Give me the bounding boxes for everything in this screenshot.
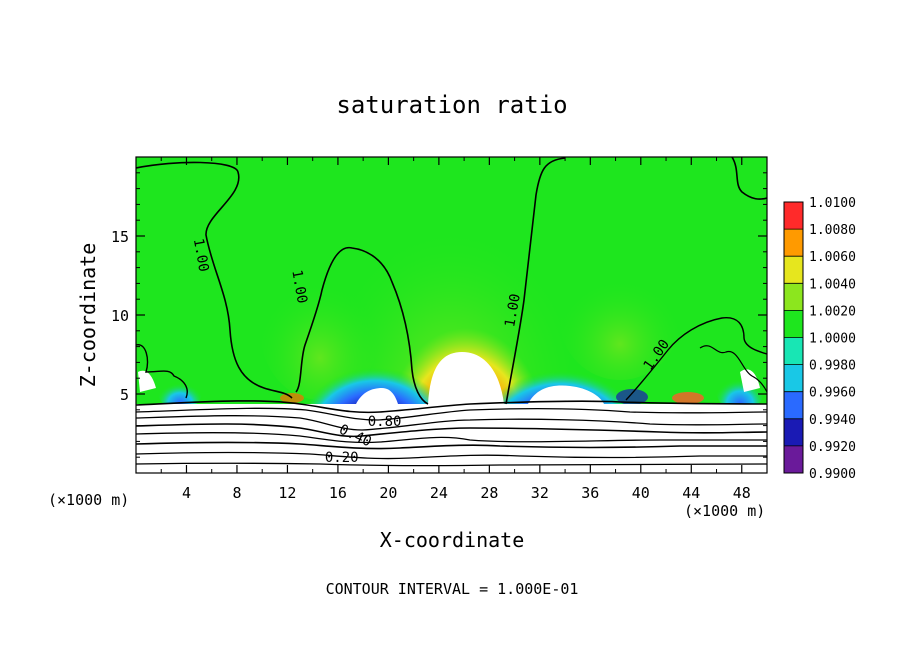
colorbar-label: 1.0020 xyxy=(809,304,856,319)
contour-1.00-center-right xyxy=(505,157,566,405)
contour-label: 0.20 xyxy=(325,450,359,466)
heatmap-field xyxy=(136,157,767,473)
x-unit-right: (×1000 m) xyxy=(684,502,765,520)
contour-label: 1.00 xyxy=(288,269,310,305)
contour-0.40 xyxy=(136,432,767,444)
colorbar-band xyxy=(784,310,803,338)
colorbar-band xyxy=(784,202,803,230)
contour-0.70 xyxy=(136,407,767,421)
colorbar-label: 1.0000 xyxy=(809,332,856,347)
colorbar-band xyxy=(784,256,803,284)
x-unit-left: (×1000 m) xyxy=(48,491,129,509)
cold-spot xyxy=(158,374,202,410)
colorbar-label: 0.9980 xyxy=(809,359,856,374)
contour-interval-note: CONTOUR INTERVAL = 1.000E-01 xyxy=(326,580,579,598)
y-axis-ticks: 5 10 15 xyxy=(111,172,767,458)
contour-0.60 xyxy=(136,415,767,431)
colorbar-band xyxy=(784,391,803,419)
contour-label: 1.00 xyxy=(190,237,212,273)
y-tick-label: 5 xyxy=(120,386,129,404)
colorbar-label: 0.9960 xyxy=(809,386,856,401)
chart-title: saturation ratio xyxy=(336,91,567,119)
x-tick-label: 44 xyxy=(682,484,700,502)
x-tick-label: 8 xyxy=(232,484,241,502)
contour-0.30 xyxy=(136,441,767,450)
colorbar-band xyxy=(784,445,803,473)
contour-0.20 xyxy=(136,451,767,460)
white-core xyxy=(428,352,504,404)
colorbar-label: 0.9940 xyxy=(809,413,856,428)
colorbar-label: 1.0100 xyxy=(809,196,856,211)
colorbar-band xyxy=(784,283,803,311)
x-tick-label: 4 xyxy=(182,484,191,502)
colorbar-label: 1.0040 xyxy=(809,277,856,292)
colorbar: 1.0100 1.0080 1.0060 1.0040 1.0020 1.0000 0.99… xyxy=(784,196,856,482)
colorbar-band xyxy=(784,418,803,446)
x-tick-label: 20 xyxy=(379,484,397,502)
contour-1.00-left xyxy=(136,161,293,399)
x-axis-label: X-coordinate xyxy=(380,528,525,552)
x-tick-label: 24 xyxy=(430,484,448,502)
colorbar-band xyxy=(784,364,803,392)
contour-1.00-edge xyxy=(136,344,188,399)
colorbar-label: 0.9900 xyxy=(809,467,856,482)
warm-spot xyxy=(672,392,704,404)
x-axis-ticks: 4 8 12 16 20 24 28 32 36 40 44 48 xyxy=(160,157,751,502)
colorbar-band xyxy=(784,229,803,257)
white-core xyxy=(528,385,604,404)
contour-0.10 xyxy=(136,462,767,467)
y-axis-label: Z-coordinate xyxy=(76,243,100,388)
white-fleck xyxy=(138,370,156,392)
contour-lines xyxy=(136,157,767,467)
y-tick-label: 15 xyxy=(111,228,129,246)
y-tick-label: 10 xyxy=(111,307,129,325)
x-tick-label: 12 xyxy=(278,484,296,502)
contour-label: 1.00 xyxy=(502,292,524,328)
x-tick-label: 28 xyxy=(480,484,498,502)
colorbar-band xyxy=(784,337,803,365)
contour-1.00-center-left xyxy=(295,246,429,405)
colorbar-label: 0.9920 xyxy=(809,440,856,455)
contour-label: 0.80 xyxy=(368,414,402,430)
contour-0.80 xyxy=(136,400,767,414)
contour-1.00-top-right xyxy=(731,157,767,200)
contour-label-layer: 1.001.001.001.000.800.400.20 xyxy=(190,237,673,466)
cold-spot xyxy=(616,389,648,405)
colorbar-label: 1.0060 xyxy=(809,250,856,265)
x-tick-label: 40 xyxy=(632,484,650,502)
contour-0.50 xyxy=(136,423,767,438)
colorbar-label: 1.0080 xyxy=(809,223,856,238)
x-tick-label: 32 xyxy=(531,484,549,502)
contour-1.00-right-loop xyxy=(699,345,767,393)
contour-1.00-right xyxy=(625,317,767,401)
x-tick-label: 16 xyxy=(329,484,347,502)
x-tick-label: 36 xyxy=(581,484,599,502)
white-fleck xyxy=(740,369,760,392)
colorbar-frame xyxy=(783,201,804,474)
x-tick-label: 48 xyxy=(733,484,751,502)
white-core xyxy=(356,388,398,404)
